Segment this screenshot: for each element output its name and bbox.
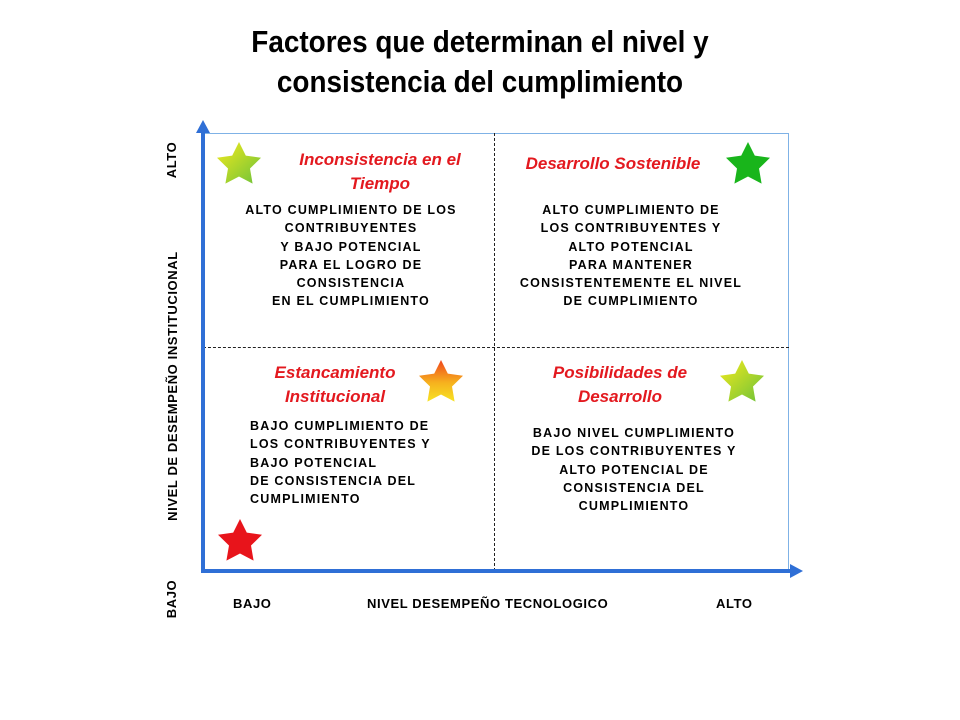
quadrant-title-top-right: Desarrollo Sostenible <box>525 154 701 173</box>
x-axis-arrow-icon <box>790 564 803 578</box>
quadrant-title-top-left: Inconsistencia en el Tiempo <box>299 150 461 193</box>
horizontal-divider <box>203 347 789 348</box>
quadrant-title-bottom-right: Posibilidades de Desarrollo <box>552 363 688 406</box>
orange-star-icon <box>419 360 463 402</box>
page-title-line-1: Factores que determinan el nivel y <box>251 24 709 59</box>
quadrant-title-bottom-left: Estancamiento Institucional <box>274 363 396 406</box>
y-axis-low-label: BAJO <box>164 579 179 619</box>
quadrant-body-top-left: ALTO CUMPLIMIENTO DE LOS CONTRIBUYENTES … <box>245 203 457 309</box>
vertical-divider <box>494 133 495 571</box>
page-title-line-2: consistencia del cumplimiento <box>276 64 684 99</box>
red-star-icon <box>218 519 262 561</box>
yellow-green-star-icon <box>720 360 764 402</box>
quadrant-body-bottom-right: BAJO NIVEL CUMPLIMIENTO DE LOS CONTRIBUY… <box>531 426 737 514</box>
y-axis-arrow-icon <box>196 120 210 133</box>
y-axis-high-label: ALTO <box>164 141 179 179</box>
x-axis-title: NIVEL DESEMPEÑO TECNOLOGICO <box>367 596 609 611</box>
page-title: Factores que determinan el nivel y consi… <box>48 22 912 102</box>
green-star-icon <box>726 142 770 184</box>
quadrant-body-top-right: ALTO CUMPLIMIENTO DE LOS CONTRIBUYENTES … <box>519 203 743 309</box>
y-axis-title: NIVEL DE DESEMPEÑO INSTITUCIONAL <box>165 251 180 521</box>
x-axis-low-label: BAJO <box>233 596 272 611</box>
quadrant-body-bottom-left: BAJO CUMPLIMIENTO DE LOS CONTRIBUYENTES … <box>250 419 431 507</box>
yellow-green-star-icon <box>217 142 261 184</box>
x-axis-high-label: ALTO <box>716 596 753 611</box>
